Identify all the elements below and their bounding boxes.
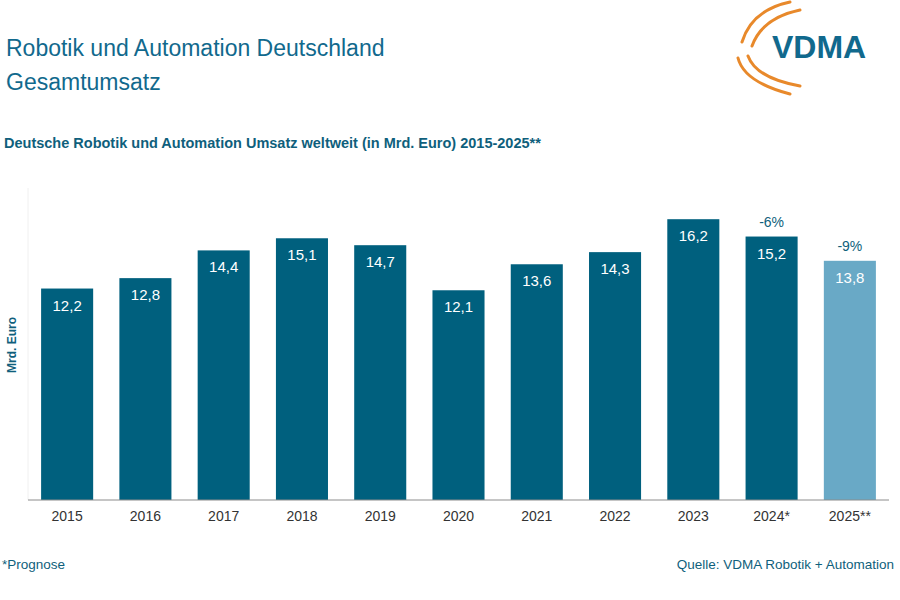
data-label: 16,2 bbox=[679, 227, 708, 244]
x-axis-line bbox=[28, 500, 889, 501]
bar bbox=[119, 278, 171, 500]
bar bbox=[276, 238, 328, 500]
y-axis-label: Mrd. Euro bbox=[5, 317, 19, 373]
bars bbox=[41, 219, 876, 500]
data-label: 14,7 bbox=[366, 253, 395, 270]
annotation: -6% bbox=[759, 214, 784, 230]
bar bbox=[41, 289, 93, 500]
x-tick-label: 2022 bbox=[599, 508, 630, 524]
bar bbox=[589, 252, 641, 500]
bar bbox=[824, 261, 876, 500]
x-tick-label: 2018 bbox=[286, 508, 317, 524]
data-label: 15,2 bbox=[757, 245, 786, 262]
x-tick-label: 2016 bbox=[130, 508, 161, 524]
bar bbox=[667, 219, 719, 500]
bar bbox=[198, 250, 250, 500]
chart-title: Deutsche Robotik und Automation Umsatz w… bbox=[4, 135, 541, 151]
x-tick-label: 2019 bbox=[365, 508, 396, 524]
title: Robotik und Automation Deutschland bbox=[6, 35, 384, 61]
bar bbox=[746, 237, 798, 500]
x-tick-label: 2025** bbox=[829, 508, 872, 524]
x-tick-label: 2023 bbox=[678, 508, 709, 524]
bar bbox=[511, 264, 563, 500]
x-tick-label: 2021 bbox=[521, 508, 552, 524]
x-tick-label: 2024* bbox=[753, 508, 790, 524]
logo: VDMA bbox=[772, 29, 866, 65]
title: Gesamtumsatz bbox=[6, 69, 161, 95]
data-label: 13,8 bbox=[835, 269, 864, 286]
data-label: 14,3 bbox=[600, 260, 629, 277]
x-tick-label: 2015 bbox=[52, 508, 83, 524]
data-label: 12,2 bbox=[53, 297, 82, 314]
data-label: 13,6 bbox=[522, 272, 551, 289]
footnote: *Prognose bbox=[2, 557, 65, 572]
data-label: 12,1 bbox=[444, 298, 473, 315]
y-axis-line bbox=[28, 188, 29, 500]
labels: 12,2 2015 12,8 2016 14,4 2017 15,1 2018 14,7 2019… bbox=[52, 227, 872, 524]
x-tick-label: 2017 bbox=[208, 508, 239, 524]
data-label: 12,8 bbox=[131, 286, 160, 303]
bar bbox=[432, 290, 484, 500]
source: Quelle: VDMA Robotik + Automation bbox=[677, 557, 894, 572]
x-tick-label: 2020 bbox=[443, 508, 474, 524]
bar bbox=[354, 245, 406, 500]
chart: Robotik und Automation Deutschland Gesamt… bbox=[0, 0, 900, 600]
data-label: 15,1 bbox=[287, 246, 316, 263]
data-label: 14,4 bbox=[209, 258, 238, 275]
annotation: -9% bbox=[837, 238, 862, 254]
